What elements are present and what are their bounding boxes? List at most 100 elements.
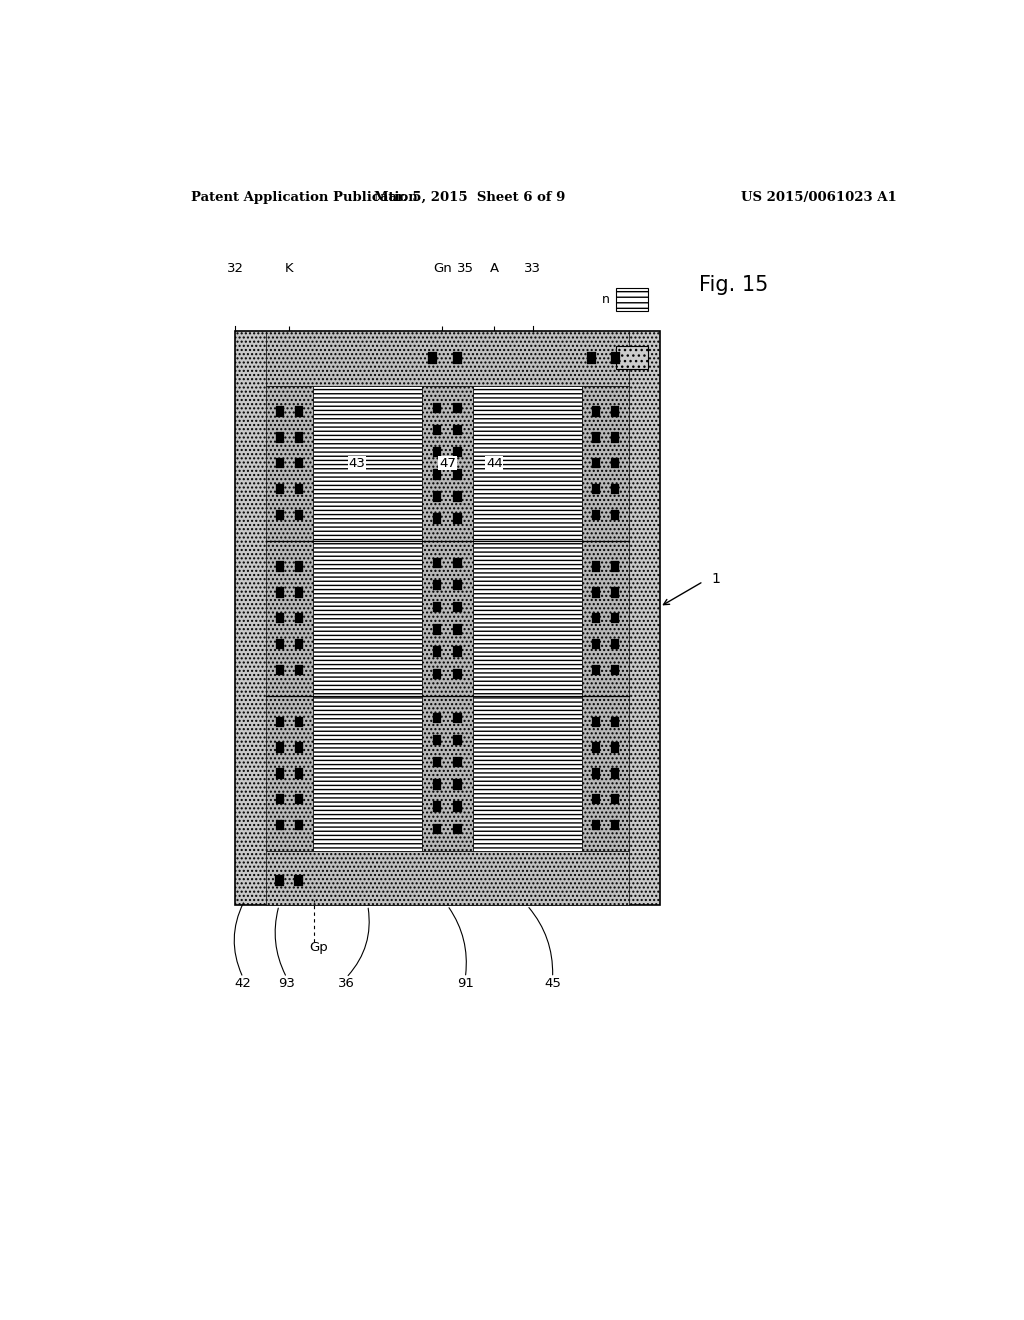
Bar xyxy=(611,587,618,598)
Bar xyxy=(275,639,284,649)
Bar xyxy=(433,624,441,635)
Bar xyxy=(611,614,618,623)
Bar xyxy=(454,352,462,363)
Bar xyxy=(592,614,600,623)
Bar xyxy=(433,513,441,524)
Bar xyxy=(265,385,313,851)
Bar xyxy=(454,624,462,635)
Bar xyxy=(295,639,303,649)
Bar xyxy=(265,851,629,906)
Bar xyxy=(592,795,600,804)
Bar xyxy=(592,717,600,727)
Bar xyxy=(275,795,284,804)
Bar xyxy=(422,385,473,851)
Bar xyxy=(295,665,303,675)
Bar xyxy=(275,407,284,417)
Bar xyxy=(295,484,303,494)
Bar xyxy=(454,447,462,457)
Bar xyxy=(592,407,600,417)
Bar xyxy=(454,779,462,789)
Bar xyxy=(454,425,462,436)
Bar xyxy=(592,639,600,649)
Bar xyxy=(611,665,618,675)
Bar xyxy=(587,352,596,363)
Text: p: p xyxy=(602,351,609,364)
Text: K: K xyxy=(285,263,294,276)
Bar xyxy=(275,717,284,727)
Bar xyxy=(433,801,441,812)
Bar xyxy=(611,768,618,779)
Bar xyxy=(433,824,441,834)
Bar xyxy=(275,484,284,494)
Bar xyxy=(433,425,441,436)
Bar xyxy=(295,432,303,442)
Bar xyxy=(275,614,284,623)
Bar xyxy=(611,484,618,494)
Bar xyxy=(433,558,441,568)
Text: 47: 47 xyxy=(439,457,456,470)
Bar xyxy=(592,561,600,572)
Bar xyxy=(592,484,600,494)
Bar xyxy=(313,385,422,851)
Bar xyxy=(294,875,303,886)
Bar xyxy=(611,352,620,363)
Text: Patent Application Publication: Patent Application Publication xyxy=(191,190,418,203)
Text: 91: 91 xyxy=(457,977,474,990)
Bar xyxy=(275,458,284,469)
Bar xyxy=(454,824,462,834)
Bar xyxy=(592,820,600,830)
Bar xyxy=(275,432,284,442)
Bar xyxy=(295,458,303,469)
Text: Gp: Gp xyxy=(309,941,328,954)
Bar xyxy=(433,491,441,502)
Text: Gn: Gn xyxy=(433,263,452,276)
Bar xyxy=(454,735,462,746)
Bar xyxy=(295,742,303,752)
Bar xyxy=(454,491,462,502)
Bar xyxy=(295,561,303,572)
Text: 44: 44 xyxy=(486,457,503,470)
Text: A: A xyxy=(489,263,499,276)
Bar xyxy=(611,717,618,727)
Bar xyxy=(454,513,462,524)
Bar xyxy=(611,561,618,572)
Bar xyxy=(611,510,618,520)
Bar xyxy=(433,713,441,723)
Bar xyxy=(592,742,600,752)
Bar xyxy=(433,779,441,789)
Bar xyxy=(295,407,303,417)
Bar xyxy=(592,587,600,598)
Bar xyxy=(295,820,303,830)
Bar xyxy=(236,331,659,906)
Bar xyxy=(592,510,600,520)
Bar xyxy=(275,510,284,520)
Bar xyxy=(275,561,284,572)
Bar xyxy=(275,768,284,779)
Bar xyxy=(454,713,462,723)
Bar xyxy=(433,579,441,590)
Text: 42: 42 xyxy=(234,977,252,990)
Bar xyxy=(295,795,303,804)
Bar xyxy=(611,795,618,804)
Bar xyxy=(582,385,629,851)
Text: 35: 35 xyxy=(457,263,473,276)
Bar xyxy=(611,432,618,442)
Bar xyxy=(433,668,441,678)
Bar xyxy=(275,742,284,752)
Bar xyxy=(433,403,441,413)
Bar xyxy=(433,602,441,612)
Bar xyxy=(454,469,462,479)
Bar xyxy=(454,801,462,812)
Text: n: n xyxy=(602,293,609,306)
Bar xyxy=(428,352,437,363)
Bar xyxy=(275,820,284,830)
Text: 36: 36 xyxy=(338,977,354,990)
Bar xyxy=(265,331,629,385)
Text: 93: 93 xyxy=(279,977,295,990)
Bar xyxy=(433,447,441,457)
Bar xyxy=(611,820,618,830)
Bar xyxy=(592,665,600,675)
Bar xyxy=(611,407,618,417)
Text: Mar. 5, 2015  Sheet 6 of 9: Mar. 5, 2015 Sheet 6 of 9 xyxy=(374,190,565,203)
Bar xyxy=(275,875,284,886)
